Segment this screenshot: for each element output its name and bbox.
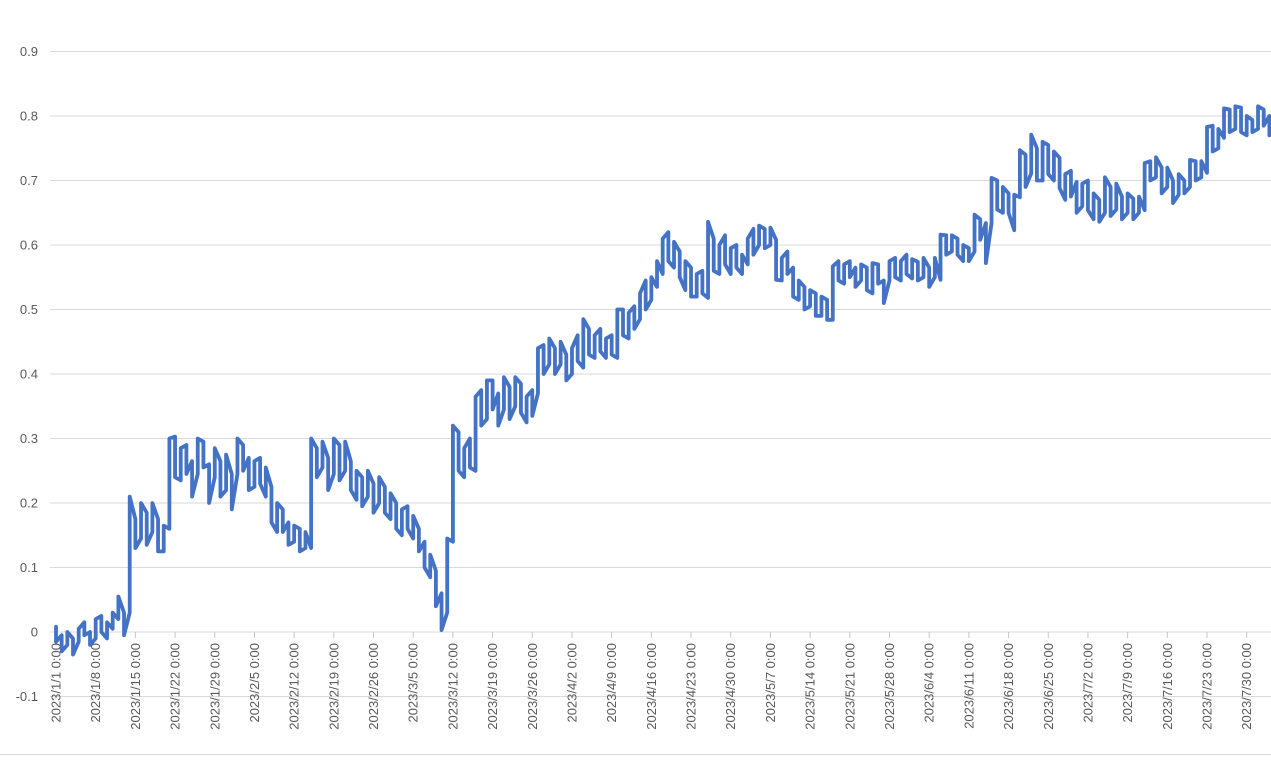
y-axis-label: 0.2 bbox=[20, 496, 38, 511]
y-axis-label: 0.8 bbox=[20, 109, 38, 124]
series-group bbox=[54, 104, 1271, 657]
x-axis-label: 2023/1/22 0:00 bbox=[168, 643, 183, 730]
x-axis-label: 2023/3/19 0:00 bbox=[485, 643, 500, 730]
y-axis-label: 0.1 bbox=[20, 560, 38, 575]
y-axis-label: 0.7 bbox=[20, 173, 38, 188]
y-axis-label: 0.6 bbox=[20, 238, 38, 253]
y-axis-label: 0.3 bbox=[20, 431, 38, 446]
x-axis-label: 2023/1/15 0:00 bbox=[128, 643, 143, 730]
x-axis-label: 2023/5/21 0:00 bbox=[842, 643, 857, 730]
y-axis-label: -0.1 bbox=[16, 689, 38, 704]
x-axis-label: 2023/4/23 0:00 bbox=[684, 643, 699, 730]
x-axis-label: 2023/1/8 0:00 bbox=[88, 643, 103, 723]
y-axis-label: 0 bbox=[31, 625, 38, 640]
x-axis-label: 2023/4/16 0:00 bbox=[644, 643, 659, 730]
x-axis-label: 2023/7/9 0:00 bbox=[1120, 643, 1135, 723]
y-axis-labels: 0.9 0.8 0.7 0.6 0.5 0.4 0.3 0.2 0.1 0 -0.1 bbox=[16, 44, 38, 704]
x-axis-label: 2023/4/9 0:00 bbox=[604, 643, 619, 723]
x-axis-label: 2023/1/1 0:00 bbox=[49, 643, 64, 723]
x-axis-label: 2023/5/7 0:00 bbox=[763, 643, 778, 723]
gridlines bbox=[50, 51, 1271, 697]
x-axis-label: 2023/7/2 0:00 bbox=[1080, 643, 1095, 723]
x-axis-labels: 2023/1/1 0:00 2023/1/8 0:00 2023/1/15 0:00… bbox=[49, 643, 1255, 730]
x-axis-label: 2023/3/26 0:00 bbox=[525, 643, 540, 730]
x-axis-label: 2023/3/5 0:00 bbox=[406, 643, 421, 723]
x-axis-label: 2023/5/14 0:00 bbox=[803, 643, 818, 730]
x-axis-label: 2023/2/26 0:00 bbox=[366, 643, 381, 730]
series-line bbox=[54, 104, 1271, 657]
y-axis-label: 0.5 bbox=[20, 302, 38, 317]
x-axis-label: 2023/5/28 0:00 bbox=[882, 643, 897, 730]
x-axis-label: 2023/3/12 0:00 bbox=[445, 643, 460, 730]
x-axis-label: 2023/6/4 0:00 bbox=[922, 643, 937, 723]
x-axis-label: 2023/7/30 0:00 bbox=[1239, 643, 1254, 730]
x-axis-label: 2023/7/16 0:00 bbox=[1160, 643, 1175, 730]
y-axis-label: 0.9 bbox=[20, 44, 38, 59]
x-axis-label: 2023/6/25 0:00 bbox=[1041, 643, 1056, 730]
x-axis-label: 2023/2/5 0:00 bbox=[247, 643, 262, 723]
y-axis-label: 0.4 bbox=[20, 367, 38, 382]
x-axis-label: 2023/6/11 0:00 bbox=[961, 643, 976, 729]
x-axis-label: 2023/6/18 0:00 bbox=[1001, 643, 1016, 730]
x-axis-label: 2023/2/19 0:00 bbox=[326, 643, 341, 730]
x-axis-label: 2023/7/23 0:00 bbox=[1200, 643, 1215, 730]
x-axis-label: 2023/4/2 0:00 bbox=[564, 643, 579, 723]
x-axis-label: 2023/1/29 0:00 bbox=[207, 643, 222, 730]
x-axis-label: 2023/4/30 0:00 bbox=[723, 643, 738, 730]
x-axis-tick-marks bbox=[55, 632, 1248, 638]
x-axis-label: 2023/2/12 0:00 bbox=[287, 643, 302, 730]
